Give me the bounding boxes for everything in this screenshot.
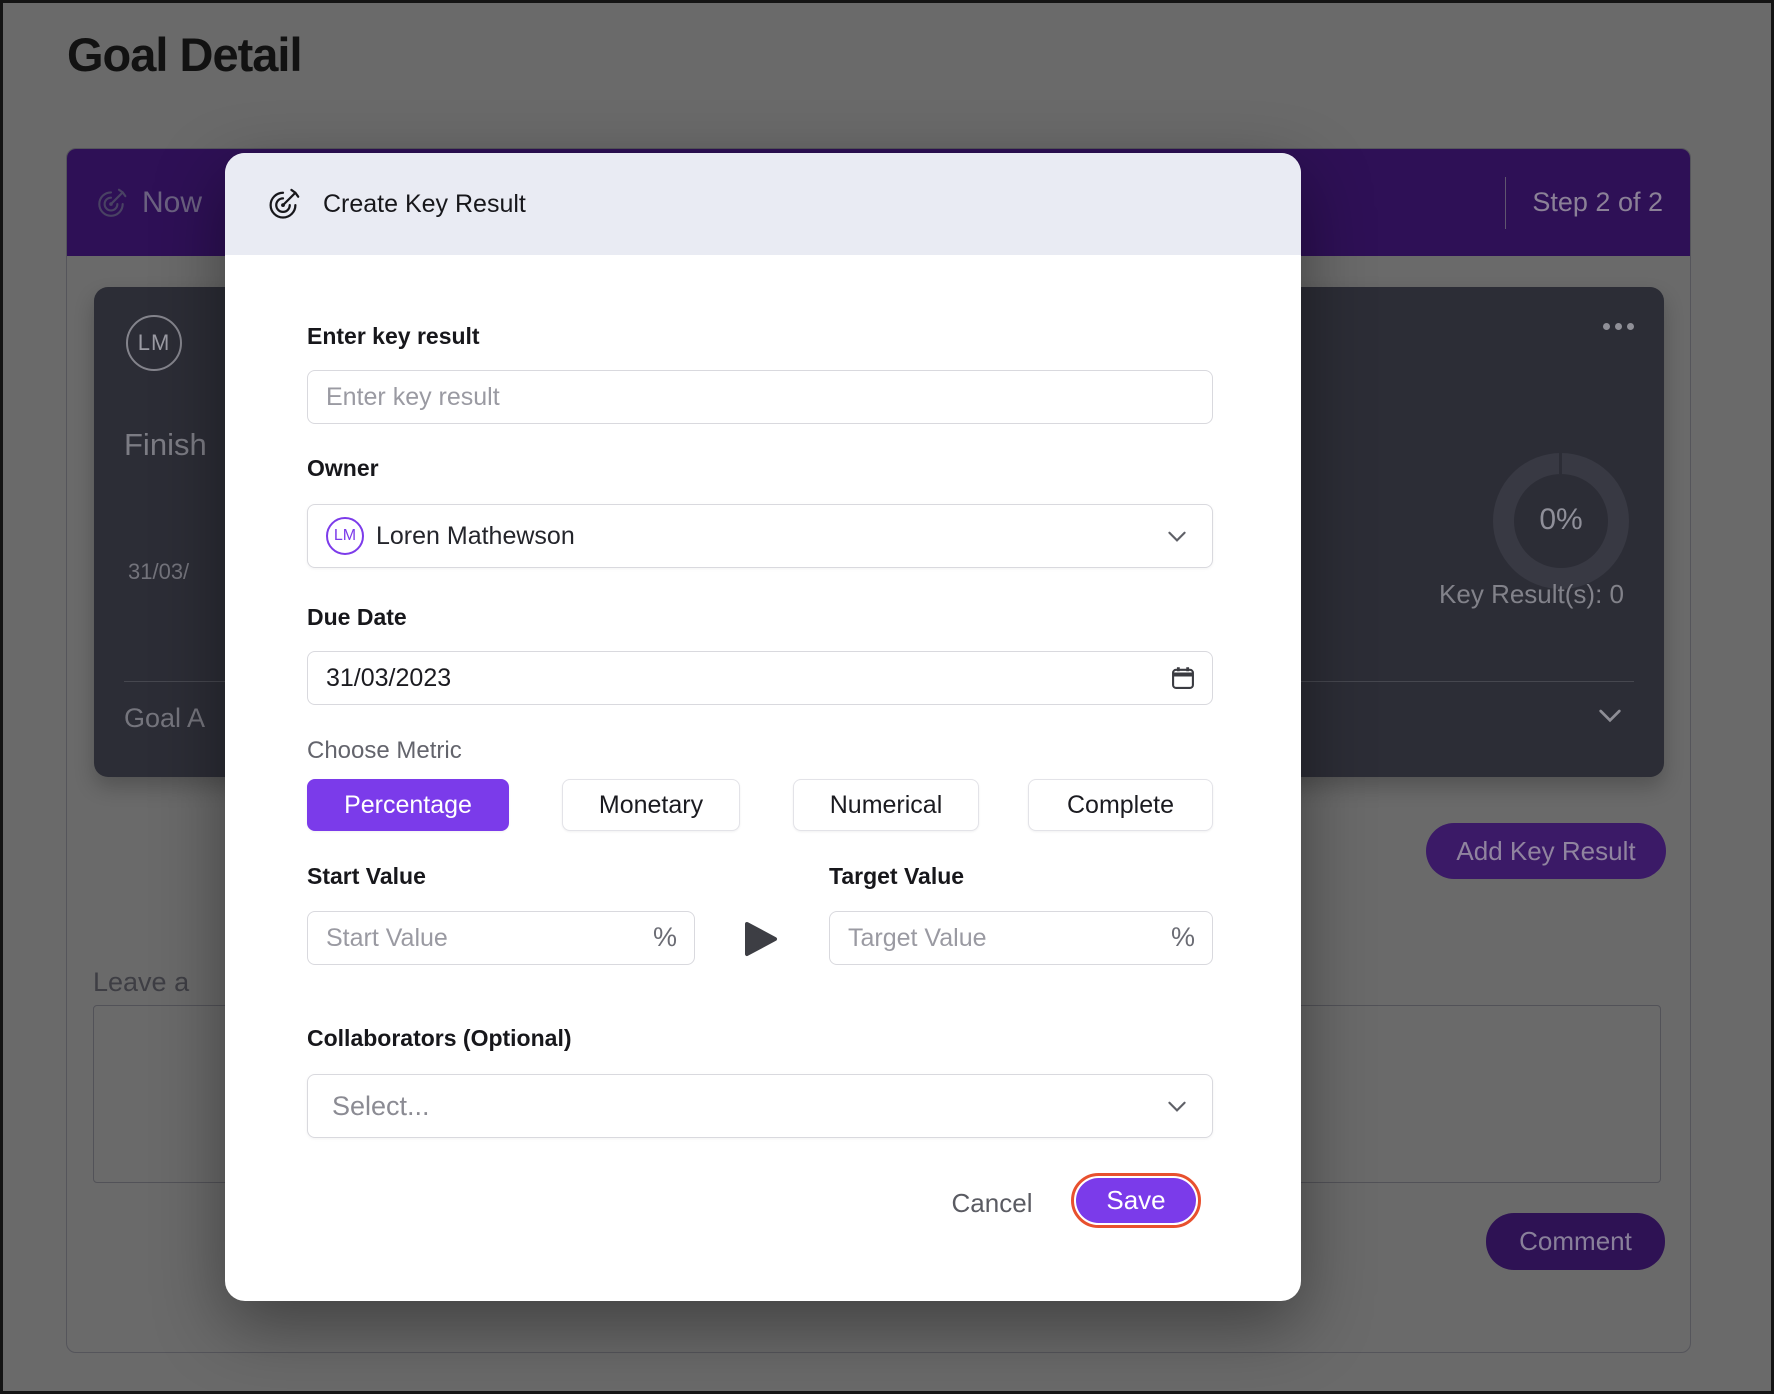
save-button-focus-ring: Save: [1071, 1173, 1201, 1228]
owner-select[interactable]: LM Loren Mathewson: [307, 504, 1213, 568]
percent-suffix: %: [652, 921, 677, 952]
percent-suffix: %: [1170, 921, 1195, 952]
owner-label: Owner: [307, 455, 379, 481]
progress-donut-notch: [1559, 453, 1562, 474]
avatar: LM: [126, 315, 182, 371]
cancel-button[interactable]: Cancel: [938, 1187, 1046, 1220]
metric-option-numerical[interactable]: Numerical: [793, 779, 979, 831]
divider: [1505, 176, 1507, 229]
due-date-label: Due Date: [307, 604, 407, 630]
modal-title: Create Key Result: [323, 189, 526, 218]
metric-option-monetary[interactable]: Monetary: [562, 779, 740, 831]
timeframe-label: Now: [142, 185, 203, 219]
target-dart-icon: [98, 188, 127, 217]
collaborators-label: Collaborators (Optional): [307, 1025, 572, 1051]
chevron-down-icon[interactable]: [1594, 699, 1626, 731]
start-value-input[interactable]: [307, 911, 695, 965]
target-value-label: Target Value: [829, 863, 965, 889]
goal-footer-label: Goal A: [124, 703, 206, 733]
comments-heading: Leave a: [93, 967, 190, 997]
chevron-down-icon: [1168, 531, 1186, 542]
metric-option-complete[interactable]: Complete: [1028, 779, 1213, 831]
target-dart-icon: [269, 188, 300, 219]
step-indicator: Step 2 of 2: [1532, 187, 1663, 217]
key-result-input[interactable]: [307, 370, 1213, 424]
target-value-input[interactable]: [829, 911, 1213, 965]
due-date-input[interactable]: [307, 651, 1213, 705]
page-title: Goal Detail: [67, 28, 303, 81]
owner-avatar: LM: [326, 517, 364, 555]
chevron-down-icon: [1168, 1101, 1186, 1112]
goal-title: Finish: [124, 427, 207, 462]
add-key-result-button[interactable]: Add Key Result: [1426, 823, 1666, 879]
calendar-icon[interactable]: [1169, 664, 1197, 692]
save-button[interactable]: Save: [1076, 1178, 1196, 1223]
ellipsis-menu-icon[interactable]: [1603, 323, 1634, 330]
progress-percent: 0%: [1539, 503, 1583, 536]
comment-button[interactable]: Comment: [1486, 1213, 1665, 1270]
create-key-result-modal: Create Key Result Enter key result Owner…: [225, 153, 1301, 1301]
start-value-label: Start Value: [307, 863, 426, 889]
goal-due-date: 31/03/: [128, 559, 190, 584]
collaborators-select[interactable]: Select...: [307, 1074, 1213, 1138]
choose-metric-label: Choose Metric: [307, 737, 462, 764]
owner-name: Loren Mathewson: [376, 521, 575, 550]
metric-option-percentage[interactable]: Percentage: [307, 779, 509, 831]
key-result-label: Enter key result: [307, 323, 480, 349]
arrow-right-icon: [745, 922, 777, 956]
modal-header: Create Key Result: [225, 153, 1301, 255]
collaborators-placeholder: Select...: [332, 1090, 430, 1121]
key-results-count: Key Result(s): 0: [1439, 579, 1624, 609]
